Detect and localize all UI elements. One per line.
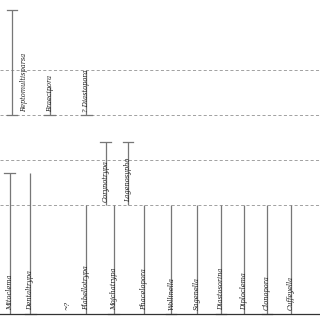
Text: Wollinella: Wollinella [167,277,175,310]
Text: Lagenosypho: Lagenosypho [124,157,132,202]
Text: Flabellotrypa: Flabellotrypa [83,266,91,310]
Text: Reptomultisparsa: Reptomultisparsa [20,53,28,112]
Text: Mojchatrypa: Mojchatrypa [109,268,118,310]
Text: Dentaltrypa: Dentaltrypa [26,270,35,310]
Text: Diploclema: Diploclema [240,273,248,310]
Text: ? Diastopora: ? Diastopora [83,69,91,112]
Text: Phacelopora: Phacelopora [140,268,148,310]
Text: Mitoclema: Mitoclema [5,275,14,310]
Text: Cuffeyella: Cuffeyella [287,276,295,310]
Text: Corynotrypa: Corynotrypa [102,160,109,202]
Text: ~?: ~? [63,301,71,310]
Text: Braecipora: Braecipora [46,75,54,112]
Text: Clonopora: Clonopora [263,276,271,310]
Text: Diastosorina: Diastosorina [217,268,225,310]
Text: Sagenella: Sagenella [193,277,201,310]
